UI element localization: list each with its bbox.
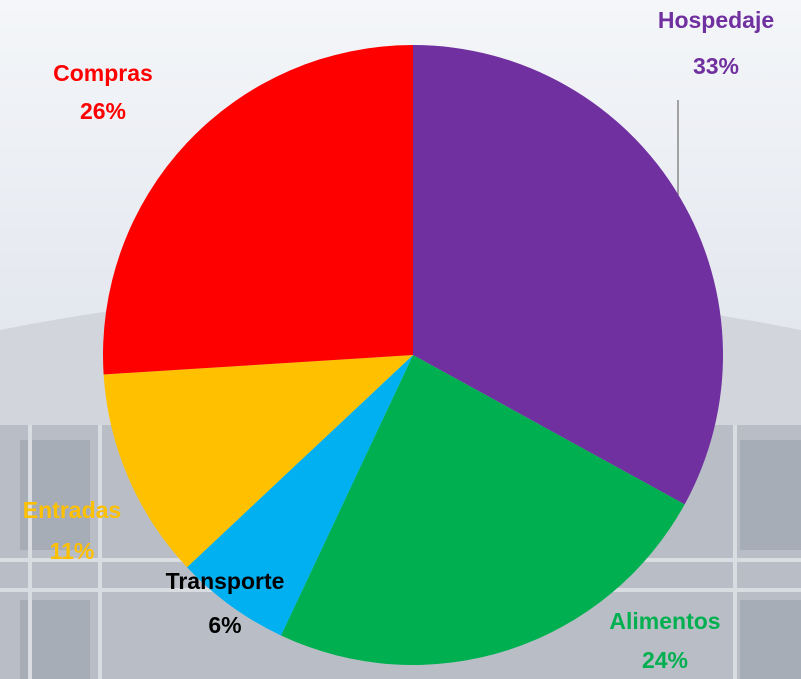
slice-percent: 26% xyxy=(80,98,126,124)
pie-slice xyxy=(413,45,723,505)
slice-name: Hospedaje xyxy=(658,7,774,33)
slice-percent: 33% xyxy=(693,53,739,79)
slice-name: Transporte xyxy=(166,568,285,594)
slice-name: Compras xyxy=(53,60,153,86)
pie-slice xyxy=(281,355,685,665)
slice-percent: 6% xyxy=(208,612,241,638)
pie-slice xyxy=(103,45,414,375)
slice-name: Alimentos xyxy=(609,608,720,634)
pie-slice xyxy=(103,355,413,568)
slice-name: Entradas xyxy=(23,497,121,523)
slice-percent: 24% xyxy=(642,647,688,673)
slice-percent: 11% xyxy=(50,538,95,564)
pie-slice xyxy=(187,355,413,636)
